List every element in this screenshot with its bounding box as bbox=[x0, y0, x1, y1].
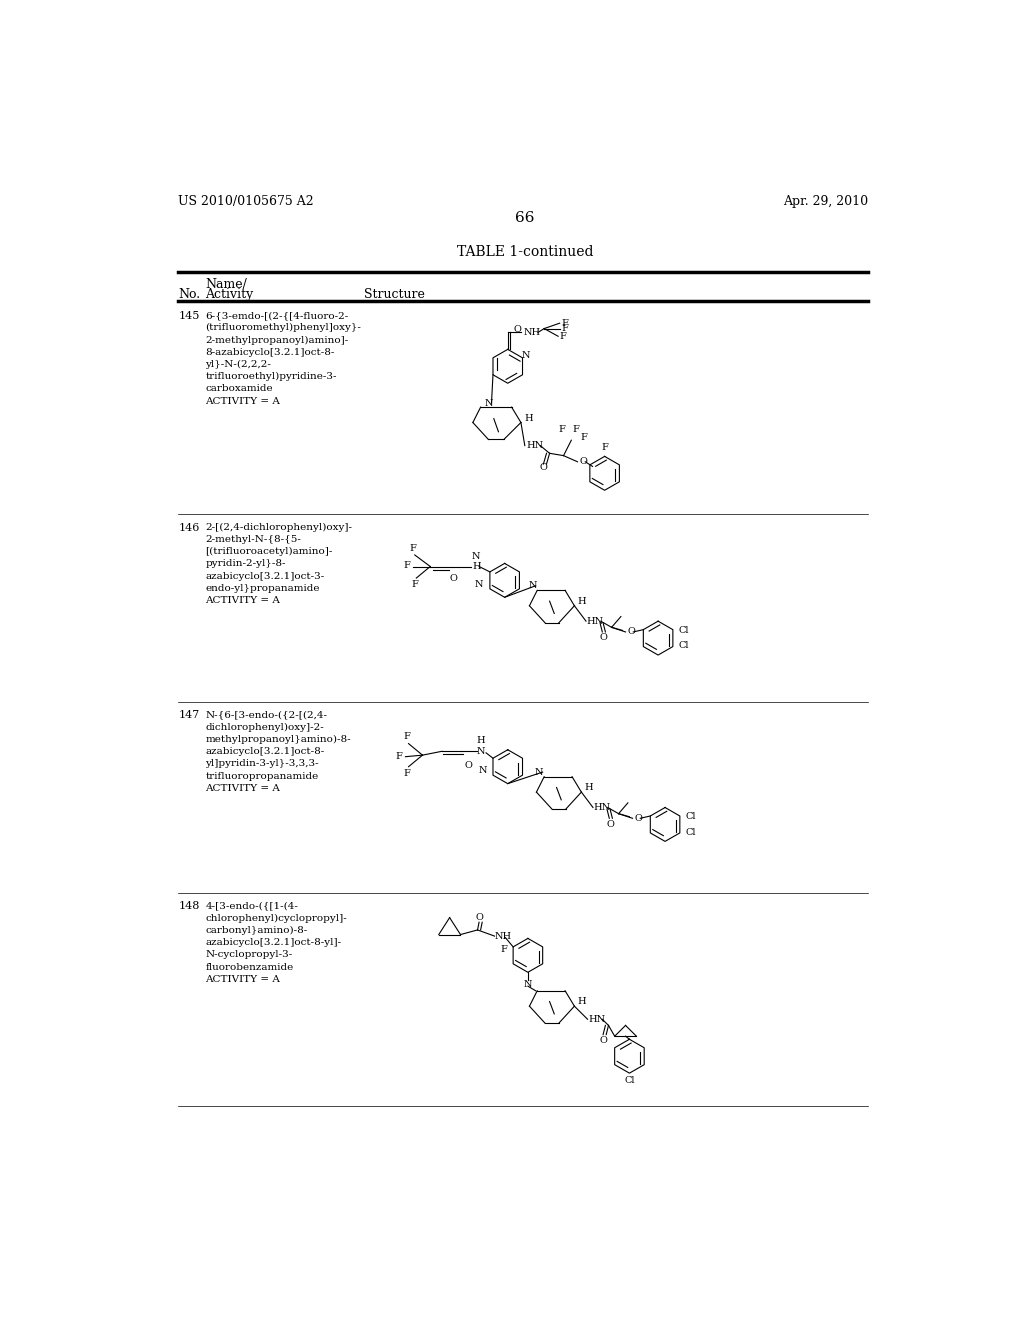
Text: N: N bbox=[535, 768, 543, 776]
Text: TABLE 1-continued: TABLE 1-continued bbox=[457, 244, 593, 259]
Text: F: F bbox=[412, 581, 418, 589]
Text: NH: NH bbox=[523, 327, 541, 337]
Text: Cl: Cl bbox=[678, 642, 689, 651]
Text: H: H bbox=[473, 562, 481, 572]
Text: O: O bbox=[607, 820, 614, 829]
Text: O: O bbox=[627, 627, 635, 636]
Text: F: F bbox=[501, 945, 508, 953]
Text: 147: 147 bbox=[178, 710, 200, 721]
Text: O: O bbox=[540, 462, 548, 471]
Text: N-{6-[3-endo-({2-[(2,4-
dichlorophenyl)oxy]-2-
methylpropanoyl}amino)-8-
azabicy: N-{6-[3-endo-({2-[(2,4- dichlorophenyl)o… bbox=[206, 710, 351, 793]
Text: US 2010/0105675 A2: US 2010/0105675 A2 bbox=[178, 195, 314, 209]
Text: O: O bbox=[475, 913, 483, 923]
Text: H: H bbox=[524, 414, 532, 424]
Text: 6-{3-emdo-[(2-{[4-fluoro-2-
(trifluoromethyl)phenyl]oxy}-
2-methylpropanoyl)amin: 6-{3-emdo-[(2-{[4-fluoro-2- (trifluorome… bbox=[206, 312, 361, 405]
Text: 4-[3-endo-({[1-(4-
chlorophenyl)cyclopropyl]-
carbonyl}amino)-8-
azabicyclo[3.2.: 4-[3-endo-({[1-(4- chlorophenyl)cyclopro… bbox=[206, 902, 347, 983]
Text: F: F bbox=[410, 544, 417, 553]
Text: N: N bbox=[528, 581, 537, 590]
Text: Cl: Cl bbox=[685, 828, 695, 837]
Text: 66: 66 bbox=[515, 211, 535, 224]
Text: O: O bbox=[450, 574, 458, 583]
Text: 145: 145 bbox=[178, 312, 200, 321]
Text: NH: NH bbox=[495, 932, 512, 941]
Text: 2-[(2,4-dichlorophenyl)oxy]-
2-methyl-N-{8-{5-
[(trifluoroacetyl)amino]-
pyridin: 2-[(2,4-dichlorophenyl)oxy]- 2-methyl-N-… bbox=[206, 523, 352, 605]
Text: 148: 148 bbox=[178, 902, 200, 911]
Text: O: O bbox=[514, 325, 522, 334]
Text: H: H bbox=[578, 597, 586, 606]
Text: No.: No. bbox=[178, 288, 201, 301]
Text: Name/: Name/ bbox=[206, 277, 248, 290]
Text: O: O bbox=[600, 1036, 608, 1045]
Text: Activity: Activity bbox=[206, 288, 254, 301]
Text: F: F bbox=[560, 331, 566, 341]
Text: N: N bbox=[474, 579, 483, 589]
Text: 146: 146 bbox=[178, 523, 200, 532]
Text: F: F bbox=[395, 752, 402, 762]
Text: F: F bbox=[572, 425, 580, 434]
Text: F: F bbox=[403, 561, 410, 570]
Text: F: F bbox=[403, 770, 411, 777]
Text: F: F bbox=[561, 325, 568, 333]
Text: O: O bbox=[634, 814, 642, 822]
Text: H: H bbox=[578, 997, 586, 1006]
Text: HN: HN bbox=[526, 441, 544, 450]
Text: Apr. 29, 2010: Apr. 29, 2010 bbox=[783, 195, 868, 209]
Text: H: H bbox=[585, 783, 593, 792]
Text: F: F bbox=[403, 733, 411, 742]
Text: N: N bbox=[478, 766, 486, 775]
Text: Cl: Cl bbox=[678, 626, 689, 635]
Text: Cl: Cl bbox=[625, 1076, 635, 1085]
Text: HN: HN bbox=[589, 1015, 605, 1024]
Text: F: F bbox=[601, 442, 608, 451]
Text: F: F bbox=[558, 425, 565, 434]
Text: H: H bbox=[477, 737, 485, 744]
Text: O: O bbox=[464, 760, 472, 770]
Text: N: N bbox=[477, 747, 485, 756]
Text: N: N bbox=[484, 399, 493, 408]
Text: N: N bbox=[523, 979, 532, 989]
Text: F: F bbox=[581, 433, 588, 442]
Text: Cl: Cl bbox=[685, 812, 695, 821]
Text: F: F bbox=[561, 318, 568, 327]
Text: HN: HN bbox=[587, 616, 604, 626]
Text: N: N bbox=[521, 351, 530, 360]
Text: O: O bbox=[600, 634, 608, 643]
Text: O: O bbox=[579, 457, 587, 466]
Text: N: N bbox=[471, 552, 480, 561]
Text: HN: HN bbox=[594, 803, 611, 812]
Text: Structure: Structure bbox=[365, 288, 425, 301]
